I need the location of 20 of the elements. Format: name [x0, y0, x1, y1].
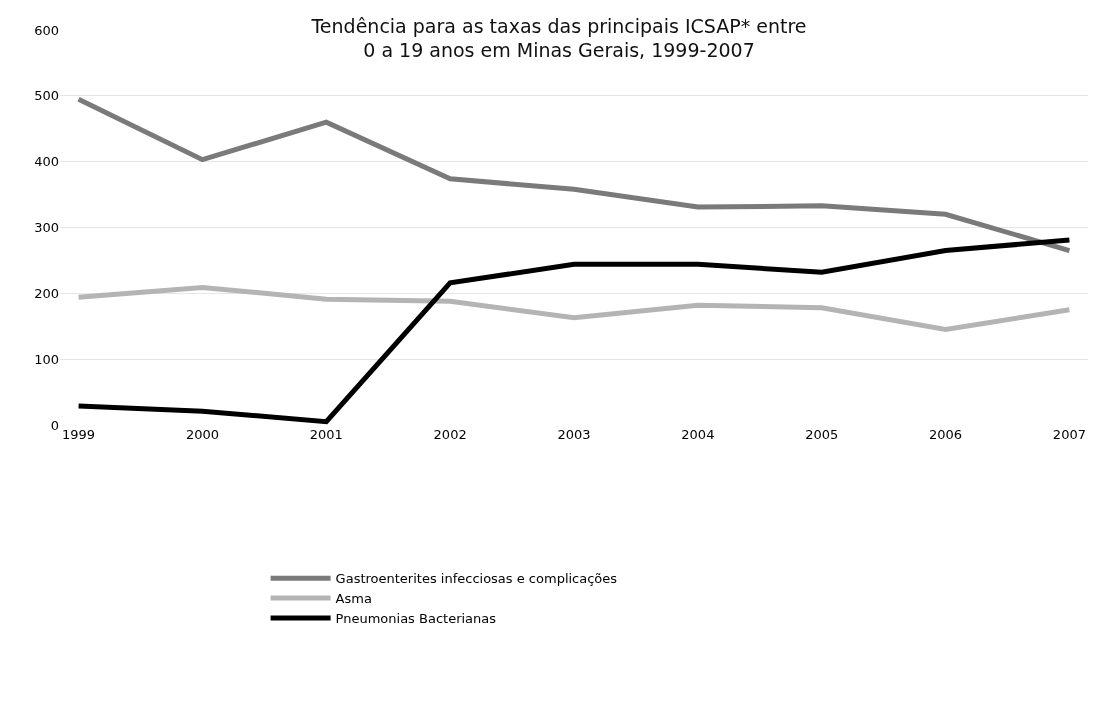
y-tick-label: 0 [50, 417, 59, 433]
legend-label: Gastroenterites infecciosas e complicações [335, 571, 618, 587]
y-tick-label: 500 [34, 88, 59, 104]
x-tick-label: 2004 [681, 427, 715, 442]
x-tick-label: 2003 [557, 427, 591, 442]
x-tick-label: 2006 [929, 427, 963, 442]
y-tick-label: 200 [34, 285, 59, 301]
y-tick-label: 300 [34, 220, 59, 236]
x-tick-label: 2002 [433, 427, 467, 442]
x-tick-label: 1999 [62, 427, 96, 442]
y-tick-label: 600 [34, 22, 59, 38]
x-tick-label: 2000 [185, 427, 219, 442]
x-tick-label: 2005 [805, 427, 839, 442]
legend-label: Asma [335, 591, 372, 607]
chart-title: Tendência para as taxas das principais ICSAP* entre 0 a 19 anos em Minas Gerais, 1999-2007 [310, 14, 807, 62]
legend-label: Pneumonias Bacterianas [335, 611, 497, 627]
x-tick-label: 2007 [1052, 427, 1086, 442]
y-tick-label: 400 [34, 154, 59, 170]
y-tick-label: 100 [34, 351, 59, 367]
x-tick-label: 2001 [309, 427, 343, 442]
